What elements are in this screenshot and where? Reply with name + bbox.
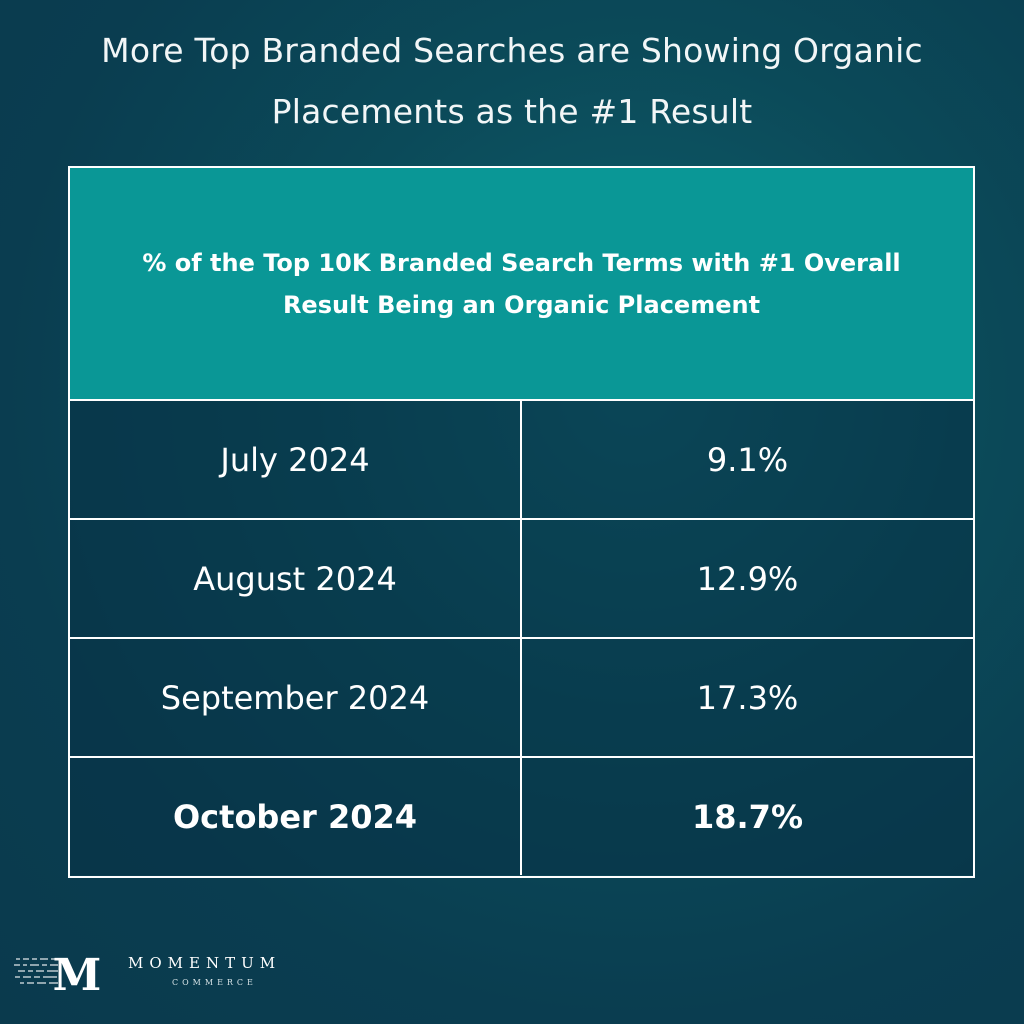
table-header-label: % of the Top 10K Branded Search Terms wi… bbox=[82, 242, 962, 326]
month-cell: October 2024 bbox=[70, 758, 522, 875]
table-header-line-2: Result Being an Organic Placement bbox=[282, 290, 761, 319]
svg-text:M: M bbox=[53, 950, 102, 1000]
month-cell: August 2024 bbox=[70, 520, 522, 637]
table-row-september: September 2024 17.3% bbox=[70, 639, 973, 758]
value-cell: 9.1% bbox=[706, 440, 789, 479]
momentum-logo: M MOMENTUM COMMERCE bbox=[14, 944, 324, 1000]
value-cell: 18.7% bbox=[691, 797, 803, 836]
logo-wordmark: MOMENTUM bbox=[128, 954, 282, 972]
chart-title-line-1: More Top Branded Searches are Showing Or… bbox=[101, 31, 923, 70]
month-cell: September 2024 bbox=[70, 639, 522, 756]
value-cell: 12.9% bbox=[696, 559, 799, 598]
chart-title: More Top Branded Searches are Showing Or… bbox=[0, 20, 1024, 142]
momentum-logo-icon: M bbox=[14, 950, 102, 1000]
table-row-july: July 2024 9.1% bbox=[70, 401, 973, 520]
table-row-october: October 2024 18.7% bbox=[70, 758, 973, 875]
chart-title-line-2: Placements as the #1 Result bbox=[271, 92, 753, 131]
table-row-august: August 2024 12.9% bbox=[70, 520, 973, 639]
table-header: % of the Top 10K Branded Search Terms wi… bbox=[70, 168, 973, 401]
table-header-line-1: % of the Top 10K Branded Search Terms wi… bbox=[142, 248, 901, 277]
data-table: % of the Top 10K Branded Search Terms wi… bbox=[68, 166, 975, 878]
value-cell: 17.3% bbox=[696, 678, 799, 717]
logo-subtitle: COMMERCE bbox=[172, 978, 257, 987]
month-cell: July 2024 bbox=[70, 401, 522, 518]
